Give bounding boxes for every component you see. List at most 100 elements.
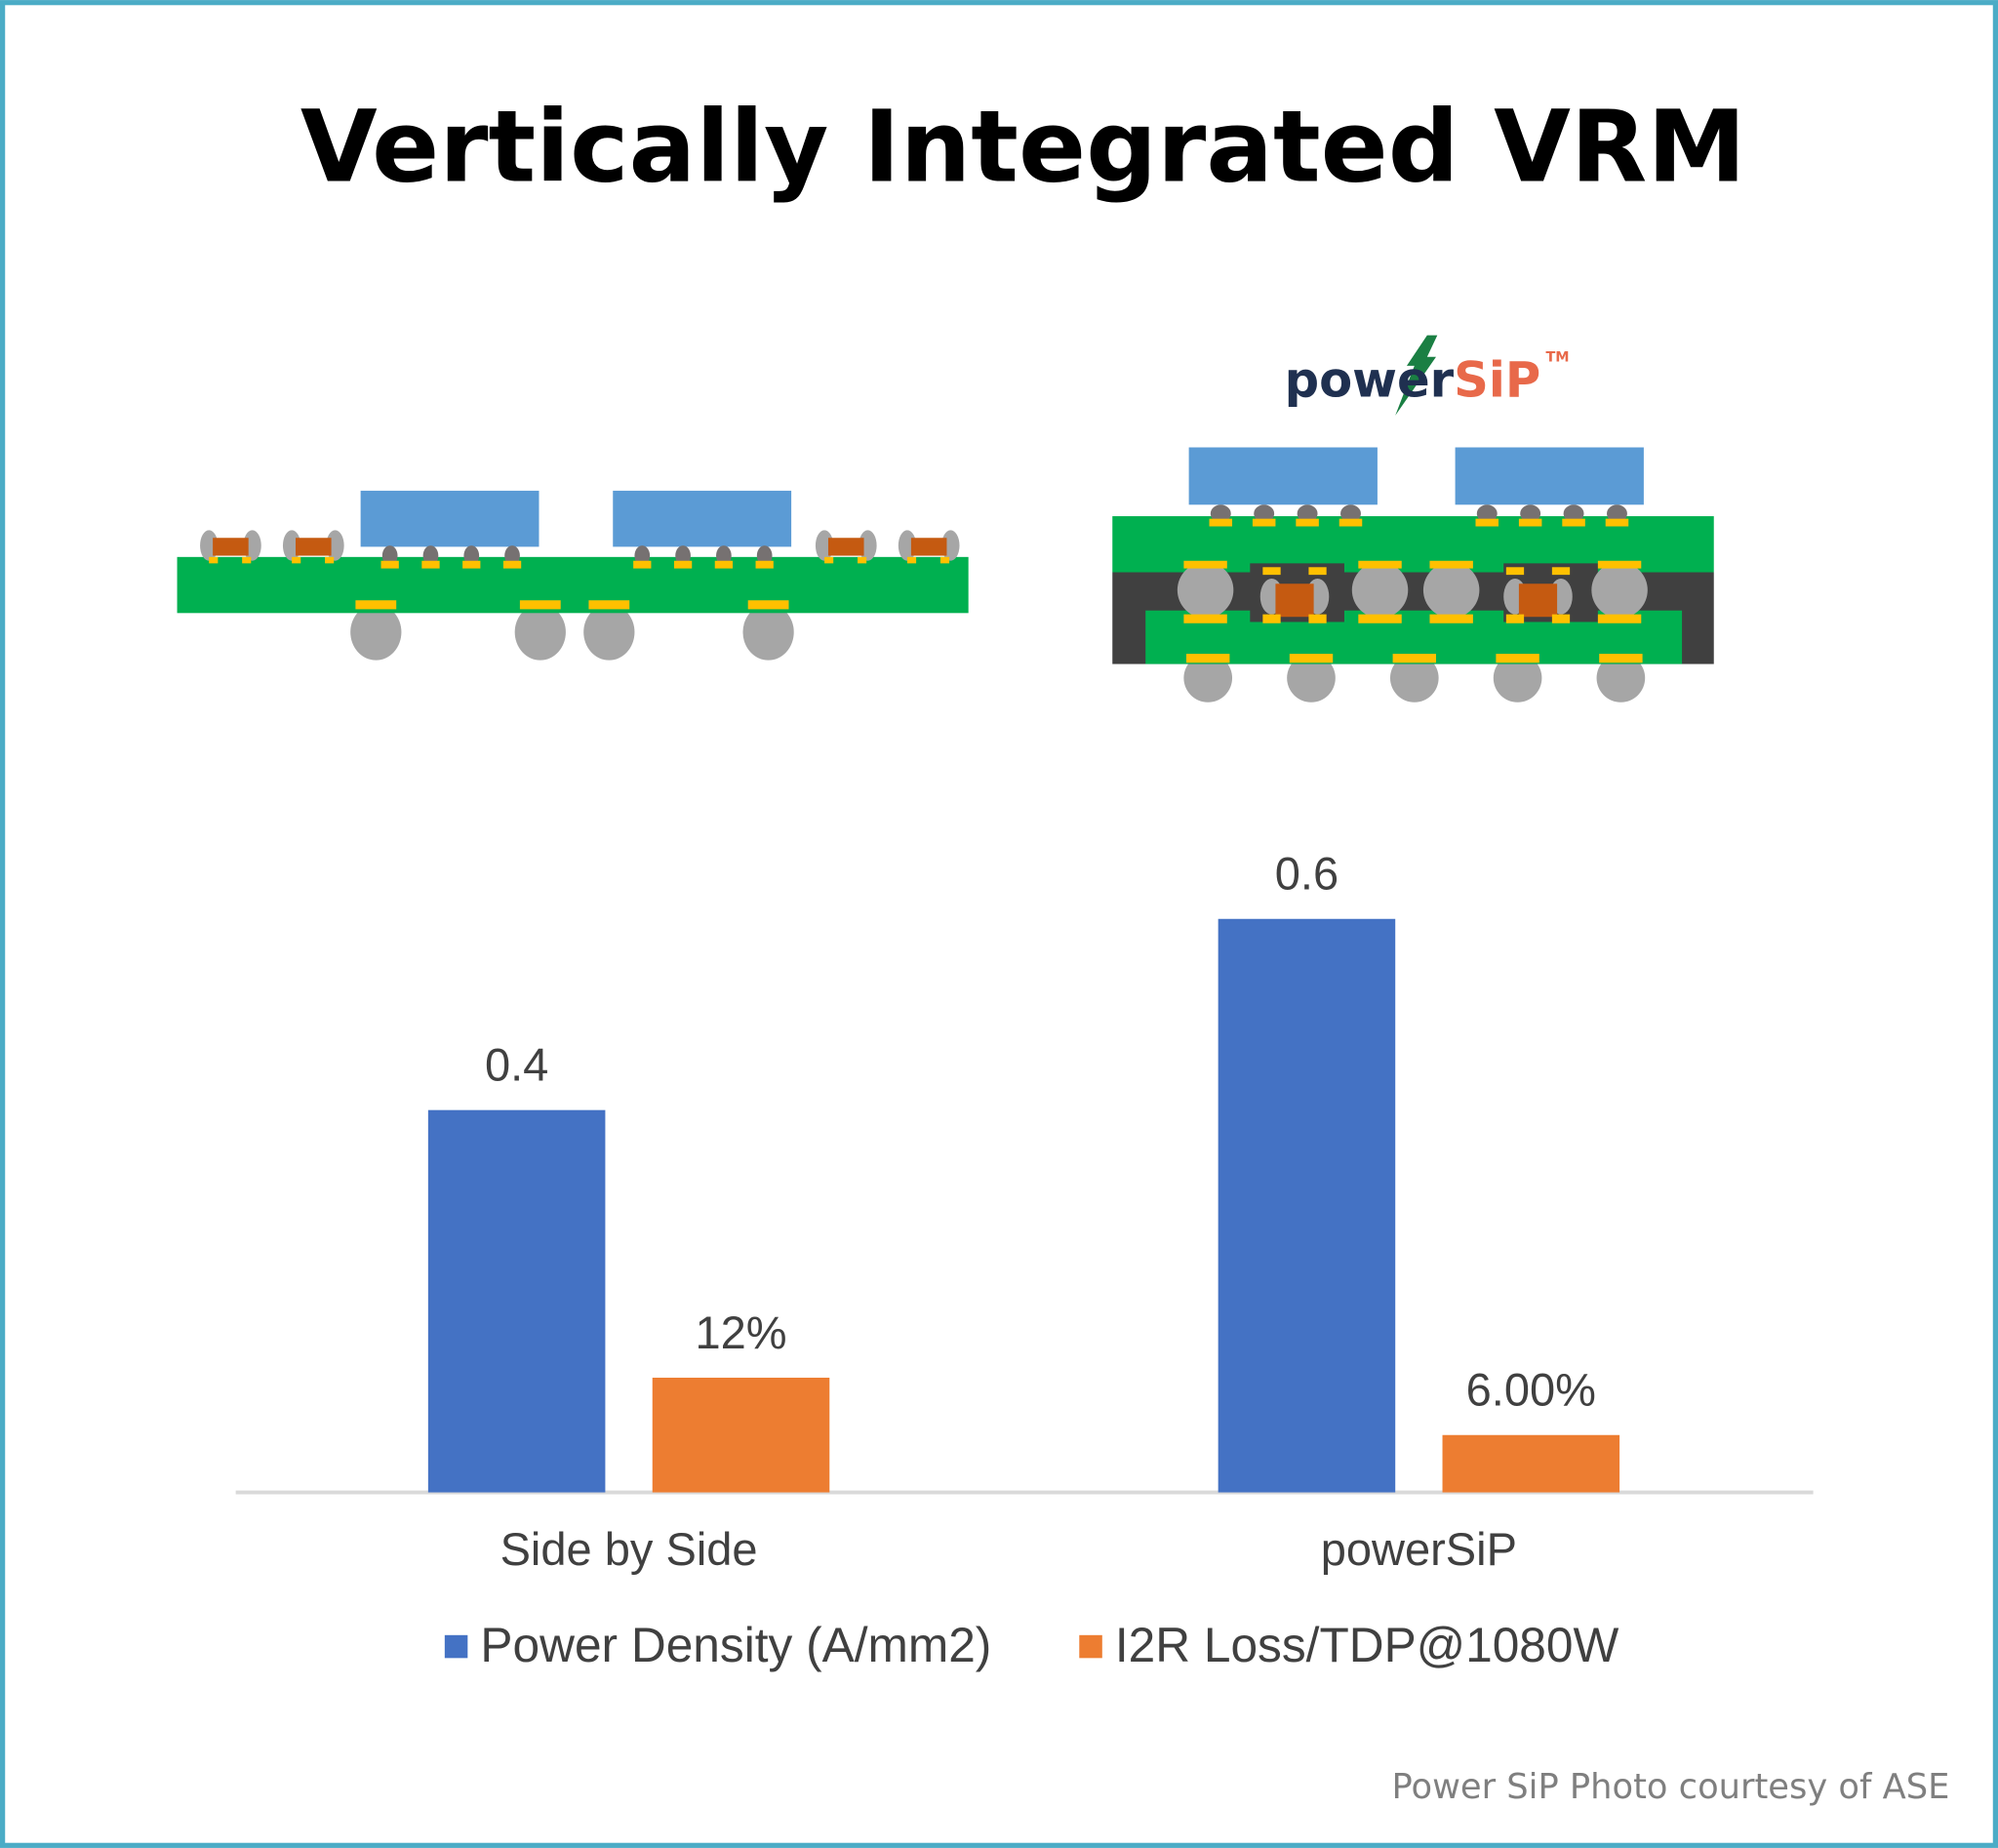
bar-i2r-loss — [652, 1377, 830, 1493]
pad — [1496, 654, 1539, 663]
pad — [1429, 614, 1473, 623]
capacitor — [1275, 583, 1314, 618]
pad — [1262, 567, 1281, 576]
pad — [1183, 560, 1227, 569]
pad — [1339, 518, 1363, 527]
bump — [1520, 504, 1541, 523]
pad — [1551, 614, 1571, 623]
solder-ball — [514, 604, 566, 661]
pad — [1252, 518, 1276, 527]
pad — [1505, 567, 1525, 576]
pad — [1262, 614, 1281, 623]
pad — [1597, 614, 1642, 623]
capacitor — [1518, 583, 1558, 618]
pad — [1392, 654, 1436, 663]
pad — [824, 556, 834, 564]
solder-ball — [1596, 654, 1646, 703]
pad — [292, 556, 301, 564]
capacitor — [827, 538, 864, 556]
logo-text: powerSiP — [1285, 351, 1541, 408]
pad — [209, 556, 219, 564]
pad — [1186, 654, 1230, 663]
pad — [1308, 567, 1327, 576]
pad — [380, 560, 399, 569]
pad — [633, 560, 652, 569]
powersip-logo: powerSiP TM — [1285, 335, 1570, 416]
lightning-icon — [1395, 335, 1438, 416]
bump — [1210, 504, 1231, 523]
bump — [1297, 504, 1318, 523]
pad — [1599, 654, 1643, 663]
category-label: powerSiP — [1321, 1523, 1517, 1575]
bump — [1563, 504, 1584, 523]
bump — [1607, 504, 1627, 523]
pad — [519, 600, 561, 610]
interposer-ball — [1351, 562, 1409, 619]
bar-power-density — [427, 1109, 606, 1493]
slide-title: Vertically Integrated VRM — [300, 90, 1746, 206]
logo-power: power — [1285, 351, 1455, 408]
pad — [1358, 560, 1402, 569]
pad — [1429, 560, 1473, 569]
bump — [1476, 504, 1498, 523]
interposer-ball — [1591, 562, 1648, 619]
bump — [1254, 504, 1275, 523]
pad — [1505, 614, 1525, 623]
chip — [1455, 447, 1644, 505]
pad — [242, 556, 252, 564]
legend-label: Power Density (A/mm2) — [480, 1618, 991, 1672]
pad — [939, 556, 950, 564]
data-label: 0.4 — [485, 1039, 548, 1091]
pad — [588, 600, 630, 610]
solder-ball — [350, 604, 402, 661]
legend-swatch — [1079, 1634, 1102, 1659]
data-label: 12% — [695, 1306, 786, 1358]
chip — [1188, 447, 1378, 505]
legend-swatch — [444, 1634, 468, 1659]
footnote: Power SiP Photo courtesy of ASE — [1392, 1767, 1950, 1807]
side-by-side-diagram — [177, 490, 969, 661]
data-label: 6.00% — [1466, 1364, 1596, 1416]
category-label: Side by Side — [500, 1523, 758, 1575]
legend-label: I2R Loss/TDP@1080W — [1115, 1618, 1619, 1672]
capacitor — [910, 538, 947, 556]
pad — [1605, 518, 1629, 527]
pad — [1289, 654, 1334, 663]
chip — [613, 490, 792, 547]
capacitor — [213, 538, 249, 556]
pad — [1551, 567, 1571, 576]
pad — [462, 560, 481, 569]
pad — [1597, 560, 1642, 569]
pad — [421, 560, 440, 569]
solder-ball — [1287, 654, 1336, 703]
pad — [1209, 518, 1233, 527]
pad — [673, 560, 693, 569]
logo-tm: TM — [1546, 350, 1570, 366]
solder-ball — [742, 604, 794, 661]
capacitor — [296, 538, 332, 556]
pad — [1296, 518, 1319, 527]
bar-chart: 0.4 12% Side by Side 0.6 6.00% powerSiP Power … — [235, 848, 1814, 1672]
pad — [747, 600, 789, 610]
chip — [360, 490, 539, 547]
bump — [1340, 504, 1361, 523]
logo-sip: SiP — [1454, 351, 1540, 408]
bar-i2r-loss — [1442, 1434, 1620, 1493]
solder-ball — [1493, 654, 1542, 703]
pad — [714, 560, 734, 569]
interposer-ball — [1177, 562, 1234, 619]
powersip-diagram — [1112, 447, 1714, 703]
solder-ball — [1389, 654, 1439, 703]
pad — [325, 556, 335, 564]
pad — [1308, 614, 1327, 623]
pad — [755, 560, 774, 569]
data-label: 0.6 — [1275, 848, 1339, 900]
pad — [1358, 614, 1402, 623]
pad — [906, 556, 917, 564]
pad — [858, 556, 867, 564]
solder-ball — [583, 604, 635, 661]
pad — [1183, 614, 1227, 623]
pad — [1562, 518, 1585, 527]
